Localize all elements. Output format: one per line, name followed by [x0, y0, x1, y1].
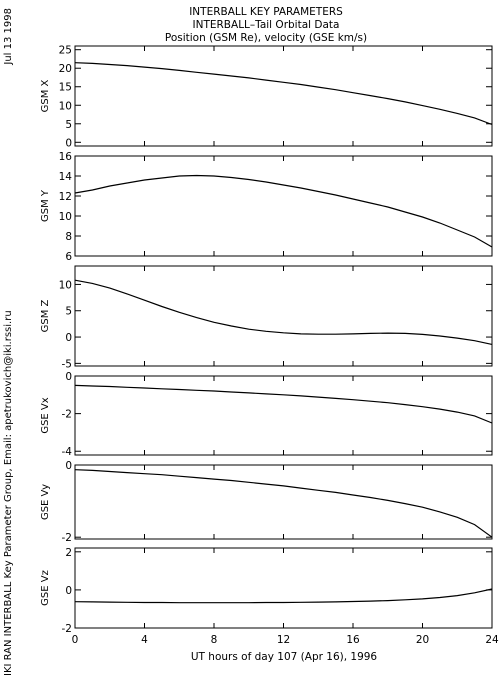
y-tick-label: 0 — [65, 137, 72, 149]
panel-2: 6 8 10 12 14 16 GSM Y — [40, 151, 493, 263]
x-axis-label: UT hours of day 107 (Apr 16), 1996 — [191, 651, 378, 663]
y-tick-label: 6 — [65, 251, 72, 263]
x-tick-label: 16 — [346, 634, 360, 646]
y-tick-label: 15 — [59, 82, 72, 94]
x-tick-label: 12 — [277, 634, 290, 646]
y-axis-label: GSE Vy — [40, 484, 51, 520]
x-tick-label: 20 — [416, 634, 429, 646]
x-tick-label: 8 — [211, 634, 218, 646]
panel-6: -2 0 2 GSE Vz — [40, 547, 493, 635]
y-tick-label: 8 — [65, 231, 72, 243]
y-tick-label: -2 — [62, 623, 72, 635]
panel-5: -2 0 GSE Vy — [40, 460, 493, 544]
y-tick-label: 0 — [65, 332, 72, 344]
panel-3: -5 0 5 10 GSM Z — [40, 265, 493, 370]
y-tick-label: 10 — [59, 211, 72, 223]
panel-frame — [74, 265, 493, 367]
y-tick-label: 10 — [59, 279, 72, 291]
y-tick-label: 0 — [65, 460, 72, 472]
y-tick-label: -4 — [62, 446, 73, 458]
x-tick-label: 24 — [485, 634, 499, 646]
panel-frame — [74, 155, 493, 257]
series-line — [74, 469, 493, 538]
panel-frame — [74, 45, 493, 147]
panel-1: 0 5 10 15 20 25 GSM X — [40, 45, 493, 149]
y-tick-label: 0 — [65, 371, 72, 383]
y-tick-label: -2 — [62, 409, 72, 421]
y-tick-label: 5 — [65, 119, 72, 131]
y-tick-label: 14 — [59, 171, 73, 183]
y-tick-label: 20 — [59, 63, 72, 75]
x-tick-label: 0 — [72, 634, 79, 646]
y-axis-label: GSM X — [40, 79, 51, 112]
panel-4: -4 -2 0 GSE Vx — [40, 371, 493, 458]
y-tick-label: -2 — [62, 532, 72, 544]
series-line — [74, 588, 493, 604]
title-line-1: INTERBALL KEY PARAMETERS — [189, 6, 343, 18]
series-line — [74, 62, 493, 126]
series-line — [74, 384, 493, 424]
series-line — [74, 279, 493, 345]
x-tick-label: 4 — [141, 634, 148, 646]
y-tick-label: 10 — [59, 100, 72, 112]
y-tick-label: 5 — [65, 306, 72, 318]
y-tick-label: 25 — [59, 45, 72, 57]
y-axis-label: GSE Vx — [40, 397, 51, 433]
side-date: Jul 13 1998 — [3, 8, 14, 66]
side-credit: IKI RAN INTERBALL Key Parameter Group, E… — [3, 310, 14, 676]
y-tick-label: 16 — [59, 151, 73, 163]
panel-frame — [74, 547, 493, 629]
y-tick-label: 2 — [65, 547, 72, 559]
title-line-3: Position (GSM Re), velocity (GSE km/s) — [165, 32, 367, 44]
y-tick-label: 0 — [65, 585, 72, 597]
y-axis-label: GSE Vz — [40, 570, 51, 606]
title-line-2: INTERBALL–Tail Orbital Data — [193, 19, 340, 31]
y-axis-label: GSM Y — [40, 189, 51, 222]
y-axis-label: GSM Z — [40, 299, 51, 332]
panel-frame — [74, 464, 493, 540]
y-tick-label: 12 — [59, 191, 72, 203]
series-line — [74, 174, 493, 248]
y-tick-label: -5 — [62, 358, 72, 370]
